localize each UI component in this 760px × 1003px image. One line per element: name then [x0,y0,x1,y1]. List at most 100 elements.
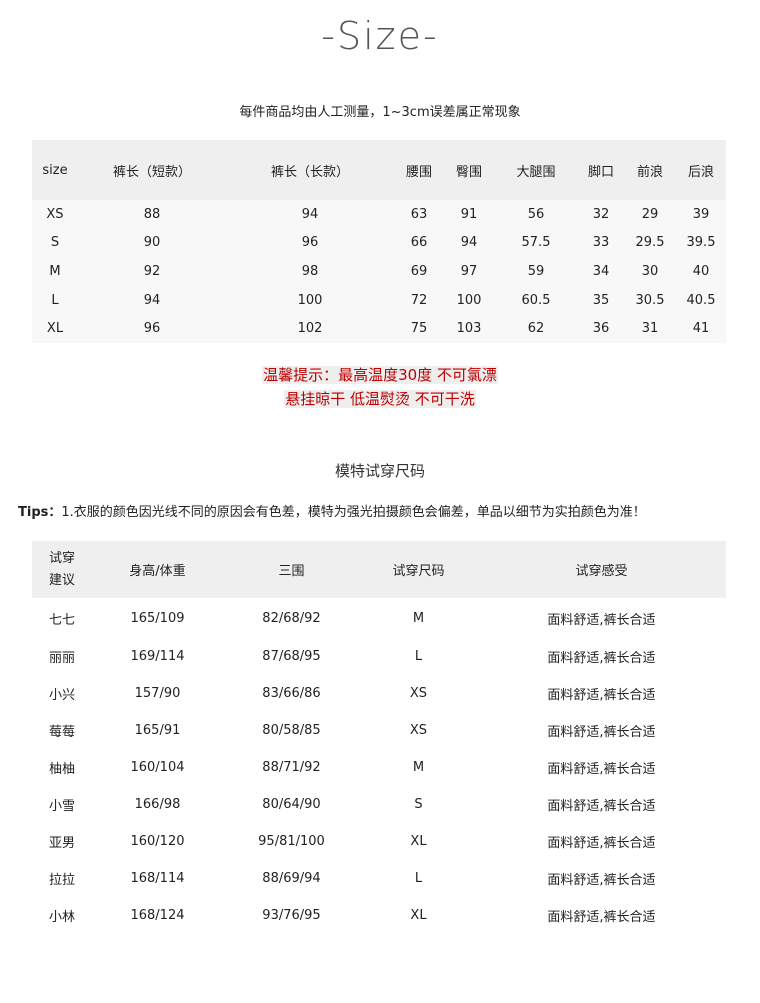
table-cell: XS [46,206,64,222]
column-header: 脚口 [587,164,614,180]
column-header: 前浪 [636,164,663,180]
table-cell: 102 [297,321,323,337]
table-cell: 面料舒适,裤长合适 [547,799,656,814]
table-row: 亚男 160/120 95/81/100 XL 面料舒适,裤长合适 [32,823,726,860]
care-note-1: 温馨提示：最高温度30度 不可氯漂 [262,366,498,384]
table-row: XS 88 94 63 91 56 32 29 39 [32,200,726,229]
table-cell: XL [410,834,427,849]
table-cell: 100 [297,292,323,308]
tips-text: 1.衣服的颜色因光线不同的原因会有色差，模特为强光拍摄颜色会偏差，单品以细节为实… [61,505,646,520]
table-cell: 165/91 [134,723,181,738]
table-cell: 160/104 [130,760,185,775]
table-cell: 165/109 [130,610,185,626]
table-cell: 29.5 [635,235,665,251]
table-cell: S [50,235,60,251]
column-header: 腰围 [405,164,432,180]
page-title: -Size- [321,14,439,58]
table-cell: 94 [460,235,478,251]
table-cell: 40 [692,263,710,279]
table-cell: 97 [460,263,478,279]
table-cell: 82/68/92 [262,610,321,626]
table-cell: 57.5 [521,235,551,251]
table-cell: 166/98 [134,797,181,812]
table-cell: 80/64/90 [262,797,321,812]
size-table-header: size 裤长（短款） 裤长（长款） 腰围 臀围 大腿围 脚口 前浪 后浪 [32,140,726,200]
table-cell: 40.5 [686,292,716,308]
table-row: M 92 98 69 97 59 34 30 40 [32,257,726,286]
table-row: 小林 168/124 93/76/95 XL 面料舒适,裤长合适 [32,897,726,934]
table-cell: 69 [410,263,428,279]
table-cell: 157/90 [134,686,181,701]
table-cell: 92 [143,263,161,279]
column-header: 臀围 [455,164,482,180]
column-header: 后浪 [687,164,714,180]
table-row: S 90 96 66 94 57.5 33 29.5 39.5 [32,228,726,258]
table-cell: 面料舒适,裤长合适 [547,688,656,703]
table-cell: 面料舒适,裤长合适 [547,836,656,851]
table-cell: 36 [592,321,610,337]
table-row: XL 96 102 75 103 62 36 31 41 [32,314,726,343]
table-cell: 96 [143,321,161,337]
table-cell: 面料舒适,裤长合适 [547,873,656,888]
table-cell: 39 [692,206,710,222]
table-cell: 160/120 [130,834,185,849]
table-cell: S [414,797,423,812]
table-cell: 59 [527,263,545,279]
measurement-note: 每件商品均由人工测量，1~3cm误差属正常现象 [239,105,521,120]
table-cell: 60.5 [521,292,551,308]
table-cell: 30 [641,263,659,279]
table-cell: 88 [143,206,161,222]
table-cell: 七七 [48,612,75,628]
table-cell: 66 [410,235,428,251]
table-cell: 34 [592,263,610,279]
table-cell: 56 [527,206,545,222]
table-cell: 31 [641,321,659,337]
table-cell: 29 [641,206,659,222]
table-cell: XS [409,723,428,738]
table-cell: L [414,649,423,664]
table-cell: XL [46,321,64,337]
column-header: 裤长（短款） [112,164,191,180]
table-cell: 90 [143,235,161,251]
table-cell: 103 [456,321,482,337]
table-cell: 88/69/94 [262,871,321,886]
table-cell: 93/76/95 [262,908,321,923]
table-cell: 32 [592,206,610,222]
table-cell: 35 [592,292,610,308]
column-header: 三围 [278,564,305,579]
table-cell: 面料舒适,裤长合适 [547,651,656,666]
table-cell: 小林 [48,910,75,925]
table-cell: 80/58/85 [262,723,321,738]
table-cell: M [412,610,425,626]
table-cell: 拉拉 [48,873,75,888]
table-cell: 94 [143,292,161,308]
table-cell: 62 [527,321,545,337]
table-cell: M [49,263,61,279]
table-row: 丽丽 169/114 87/68/95 L 面料舒适,裤长合适 [32,638,726,675]
table-cell: XS [409,686,428,701]
table-cell: 96 [301,235,319,251]
table-cell: 168/124 [130,908,185,923]
table-row: 拉拉 168/114 88/69/94 L 面料舒适,裤长合适 [32,860,726,897]
table-cell: L [414,871,423,886]
table-cell: L [51,292,59,308]
table-cell: 169/114 [130,649,185,664]
table-cell: 39.5 [686,235,716,251]
column-header: 试穿建议 [48,550,75,588]
table-cell: 小雪 [48,799,75,814]
tips-label: Tips： [18,505,62,520]
table-cell: 63 [410,206,428,222]
model-table-header: 试穿建议 身高/体重 三围 试穿尺码 试穿感受 [32,541,726,598]
column-header: 试穿尺码 [392,564,445,579]
table-cell: 75 [410,321,428,337]
column-header: 裤长（长款） [270,164,349,180]
table-cell: 面料舒适,裤长合适 [547,612,656,628]
table-cell: 30.5 [635,292,665,308]
column-header: 大腿围 [516,164,556,180]
table-cell: 98 [301,263,319,279]
table-cell: 面料舒适,裤长合适 [547,910,656,925]
table-cell: XL [410,908,427,923]
table-cell: 83/66/86 [262,686,321,701]
table-cell: 100 [456,292,482,308]
